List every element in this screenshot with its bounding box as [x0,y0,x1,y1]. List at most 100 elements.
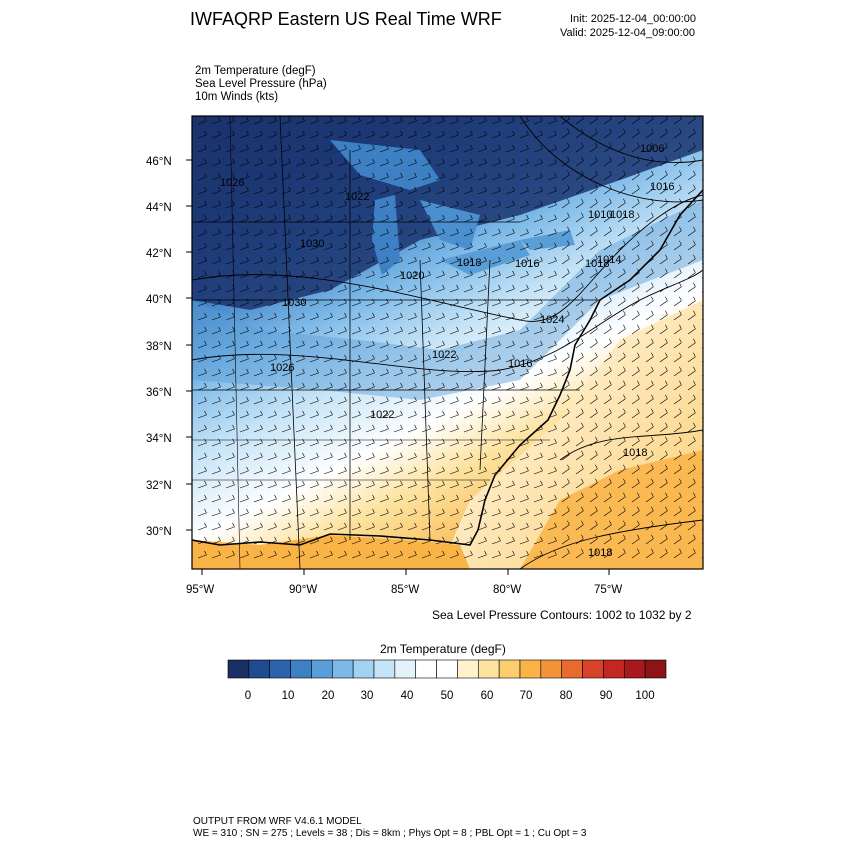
wind-barb-flag [609,352,612,357]
wind-barb-flag [512,326,515,332]
wind-barb-flag [372,144,375,150]
wind-barb-flag [204,466,207,472]
wind-barb-flag [651,198,654,203]
wind-barb-flag [526,494,529,500]
wind-barb [393,442,403,447]
wind-barb [267,190,277,195]
wind-barb-flag [665,198,668,203]
wind-barb-flag [218,256,221,262]
wind-barb [323,386,333,391]
wind-barb-flag [274,368,277,374]
wind-barb [505,344,515,349]
wind-barb [379,442,389,447]
wind-barb-flag [386,270,389,276]
wind-barb [505,372,515,377]
wind-barb [323,428,333,433]
wind-barb-flag [526,354,529,360]
wind-barb-flag [456,312,459,318]
wind-barb-flag [344,550,347,556]
wind-barb [267,232,277,237]
wind-barb [365,316,375,321]
wind-barb-flag [679,492,682,497]
wind-barb [211,190,221,195]
wind-barb-flag [623,478,626,483]
wind-barb-flag [512,116,515,122]
wind-barb [253,512,263,517]
wind-barb-flag [554,200,557,206]
wind-barb [519,442,529,447]
wind-barb [505,218,515,223]
wind-barb [351,204,361,209]
wind-barb [239,498,249,503]
wind-barb-flag [470,214,473,220]
wind-barb-flag [428,354,431,360]
wind-barb [281,274,291,279]
wind-barb [687,496,696,503]
wind-barb-flag [484,284,487,290]
wind-barb [323,498,333,503]
wind-barb-flag [554,214,557,220]
wind-barb [519,484,529,489]
wind-barb [673,314,682,321]
wind-barb [575,412,584,419]
wind-barb [197,274,207,279]
colorbar-swatch [519,659,542,679]
wind-barb [351,512,361,517]
wind-barb-flag [204,340,207,346]
wind-barb-flag [554,508,557,514]
wind-barb-flag [344,382,347,388]
wind-barb [449,414,459,419]
wind-barb-flag [428,438,431,444]
wind-barb-flag [400,354,403,360]
wind-barb-flag [344,368,347,374]
colorbar-label: 10 [281,690,295,702]
wind-barb-flag [484,494,487,500]
wind-barb-flag [372,242,375,248]
wind-barb-flag [609,436,612,441]
wind-barb [603,286,612,293]
wind-barb [407,428,417,433]
wind-barb [351,358,361,363]
wind-barb [645,454,654,461]
wind-barb [463,246,473,251]
wind-barb-flag [554,228,557,234]
wind-barb-flag [344,172,347,178]
wind-barb [393,456,403,461]
wind-barb-flag [274,452,277,458]
wind-barb-flag [246,326,249,332]
wind-barb [351,302,361,307]
wind-barb-flag [218,382,221,388]
wind-barb-flag [218,480,221,486]
wind-barb-flag [665,184,668,189]
wind-barb [505,498,515,503]
wind-barb [365,414,375,419]
wind-barb [463,232,473,237]
wind-barb-flag [372,466,375,472]
field-winds-label: 10m Winds (kts) [195,91,279,103]
wind-barb-flag [665,394,668,399]
wind-barb [281,246,291,251]
wind-barb-flag [344,452,347,458]
wind-barb-flag [679,184,682,189]
wind-barb [323,190,333,195]
wind-barb [225,386,235,391]
wind-barb-flag [567,268,570,273]
wind-barb-flag [316,326,319,332]
wind-barb [603,132,612,139]
wind-barb [645,258,654,265]
wind-barb-flag [595,212,598,217]
wind-barb [211,148,221,153]
wind-barb-flag [372,256,375,262]
wind-barb [211,204,221,209]
wind-barb-flag [665,380,668,385]
wind-barb [295,456,305,461]
wind-barb [463,190,473,195]
wind-barb-flag [484,354,487,360]
wind-barb [617,146,626,153]
wind-barb [575,496,584,503]
wind-barb-flag [274,494,277,500]
wind-barb-flag [498,550,501,556]
wind-barb [323,484,333,489]
wind-barb-flag [456,200,459,206]
wind-barb-flag [693,506,696,511]
